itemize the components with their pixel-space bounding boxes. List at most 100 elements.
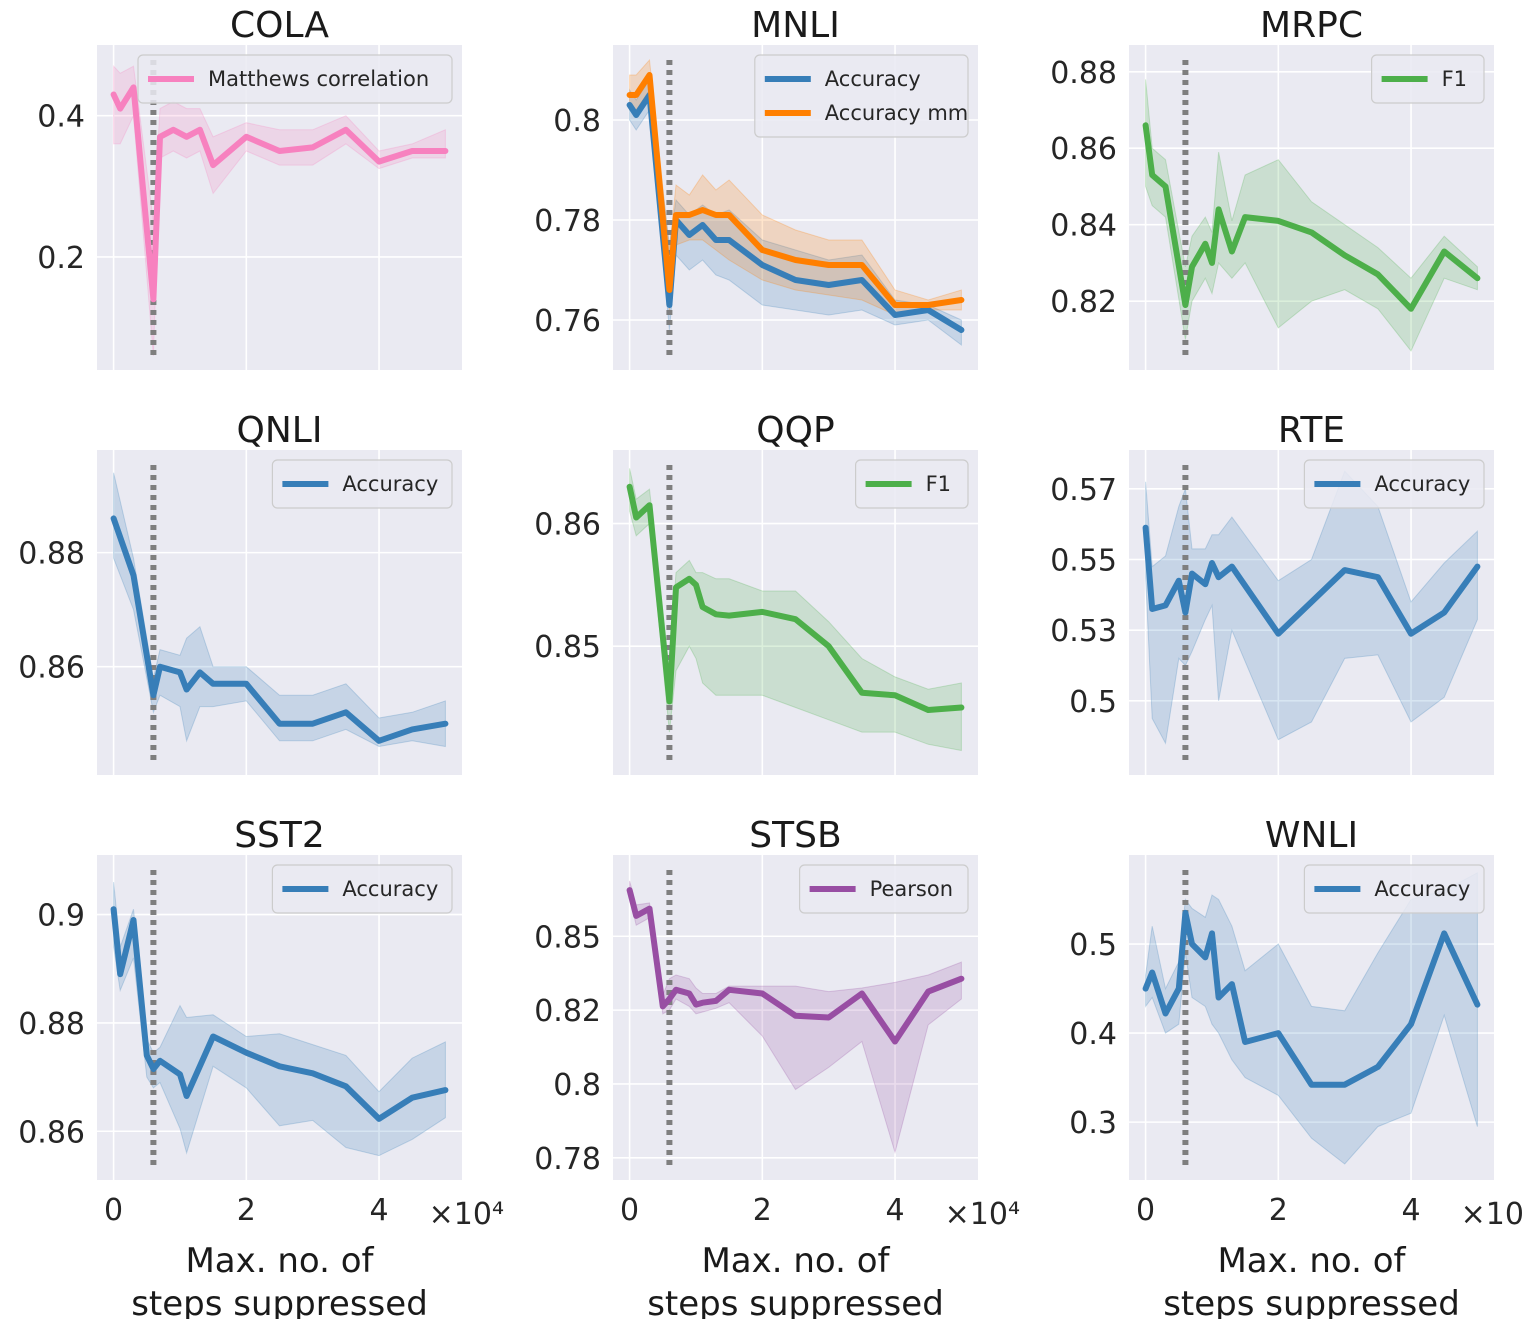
series-line-accuracy <box>110 515 449 744</box>
chart-title: WNLI <box>1265 815 1358 856</box>
x-axis-multiplier: ×10⁴ <box>1461 1197 1522 1232</box>
x-tick-label: 2 <box>753 1193 772 1228</box>
chart-rte: 0.5 0.53 0.55 0.57 RTE Accuracy <box>1050 410 1494 775</box>
band-accuracy <box>113 882 446 1157</box>
legend-label: Accuracy <box>825 67 921 91</box>
x-axis-label-line: Max. no. of <box>701 1241 890 1281</box>
x-tick-label: 2 <box>1269 1193 1288 1228</box>
legend-label: Accuracy <box>1374 472 1470 496</box>
band-f1 <box>629 468 962 752</box>
x-axis-multiplier: ×10⁴ <box>945 1197 1020 1232</box>
x-tick-label: 0 <box>104 1193 123 1228</box>
legend-box <box>854 459 969 509</box>
x-axis-label-line: Max. no. of <box>1217 1241 1406 1281</box>
y-tick-label: 0.5 <box>1069 685 1117 720</box>
y-tick-label: 0.3 <box>1069 1106 1117 1141</box>
chart-title: RTE <box>1278 410 1345 451</box>
legend-label: Accuracy <box>342 877 438 901</box>
series-line-accuracy <box>1142 524 1481 637</box>
legend: Accuracy <box>271 459 453 509</box>
y-tick-label: 0.5 <box>1069 928 1117 963</box>
y-tick-label: 0.82 <box>1050 285 1117 320</box>
chart-stsb: 0.78 0.8 0.82 0.85 STSB Pearson 0 2 4 ×10⁴ Max. no… <box>534 815 1020 1319</box>
y-tick-label: 0.84 <box>1050 209 1117 244</box>
band-accuracy <box>1145 470 1478 745</box>
legend-box <box>1370 54 1485 104</box>
chart-title: QNLI <box>237 410 323 451</box>
y-tick-label: 0.4 <box>1069 1017 1117 1052</box>
legend-label: F1 <box>926 472 951 496</box>
legend-label: Accuracy mm <box>825 101 968 125</box>
y-tick-label: 0.85 <box>534 630 601 665</box>
chart-title: STSB <box>749 815 841 856</box>
legend-label: Matthews correlation <box>208 67 429 91</box>
series-line-matthews-correlation <box>110 84 449 303</box>
legend-box <box>798 864 969 914</box>
legend: F1 <box>1370 54 1485 104</box>
y-tick-label: 0.55 <box>1050 544 1117 579</box>
legend-box <box>1303 864 1485 914</box>
chart-cola: 0.2 0.4 COLA Matthews correlation <box>37 5 462 370</box>
chart-title: SST2 <box>234 815 325 856</box>
x-axis-label-line: steps suppressed <box>131 1284 428 1319</box>
y-tick-label: 0.88 <box>18 1007 85 1042</box>
chart-qqp: 0.85 0.86 QQP F1 <box>534 410 978 775</box>
x-axis-label-line: Max. no. of <box>185 1241 374 1281</box>
legend-label: F1 <box>1442 67 1467 91</box>
x-tick-label: 0 <box>1136 1193 1155 1228</box>
chart-title: MNLI <box>751 5 840 46</box>
x-tick-label: 4 <box>1401 1193 1420 1228</box>
chart-mnli: 0.76 0.78 0.8 MNLI Accuracy Accuracy mm <box>534 5 978 370</box>
chart-title: MRPC <box>1260 5 1363 46</box>
x-tick-label: 2 <box>237 1193 256 1228</box>
legend: Accuracy <box>271 864 453 914</box>
y-tick-label: 0.85 <box>534 920 601 955</box>
series-line-f1 <box>1142 122 1481 312</box>
y-tick-label: 0.78 <box>534 204 601 239</box>
y-tick-label: 0.4 <box>37 100 85 135</box>
series-line-pearson <box>626 887 965 1045</box>
legend-label: Pearson <box>870 877 953 901</box>
y-tick-label: 0.86 <box>1050 132 1117 167</box>
legend-box <box>1303 459 1485 509</box>
chart-qnli: 0.86 0.88 QNLI Accuracy <box>18 410 462 775</box>
legend-box <box>271 864 453 914</box>
legend-box <box>754 54 969 138</box>
legend-label: Accuracy <box>342 472 438 496</box>
x-tick-label: 0 <box>620 1193 639 1228</box>
y-tick-label: 0.8 <box>553 1068 601 1103</box>
legend: Accuracy <box>1303 864 1485 914</box>
band-accuracy <box>1145 871 1478 1165</box>
y-tick-label: 0.82 <box>534 994 601 1029</box>
x-axis-label: Max. no. of steps suppressed <box>1163 1241 1460 1319</box>
y-tick-label: 0.86 <box>534 508 601 543</box>
legend: Matthews correlation <box>137 54 453 104</box>
y-tick-label: 0.86 <box>18 651 85 686</box>
band-f1 <box>1145 79 1478 352</box>
y-tick-label: 0.53 <box>1050 614 1117 649</box>
y-tick-label: 0.88 <box>18 537 85 572</box>
legend: F1 <box>854 459 969 509</box>
y-tick-label: 0.2 <box>37 241 85 276</box>
chart-title: COLA <box>230 5 329 46</box>
legend: Accuracy <box>1303 459 1485 509</box>
series-line-accuracy <box>110 906 449 1122</box>
y-tick-label: 0.9 <box>37 899 85 934</box>
x-axis-multiplier: ×10⁴ <box>429 1197 504 1232</box>
band-matthews-correlation <box>113 64 446 356</box>
legend: Pearson <box>798 864 969 914</box>
legend: Accuracy Accuracy mm <box>754 54 969 138</box>
chart-title: QQP <box>756 410 834 451</box>
legend-box <box>137 54 453 104</box>
series-line-accuracy-mm <box>626 72 965 308</box>
x-axis-label-line: steps suppressed <box>1163 1284 1460 1319</box>
band-accuracy-mm <box>629 58 962 316</box>
x-axis-label: Max. no. of steps suppressed <box>131 1241 428 1319</box>
series-line-accuracy <box>1142 909 1481 1088</box>
y-tick-label: 0.78 <box>534 1142 601 1177</box>
y-tick-label: 0.76 <box>534 304 601 339</box>
legend-box <box>271 459 453 509</box>
x-tick-label: 4 <box>885 1193 904 1228</box>
